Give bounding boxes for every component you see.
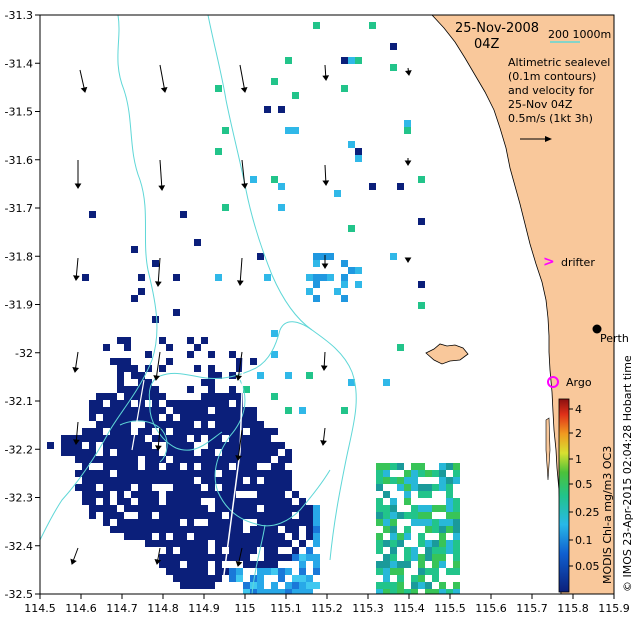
legend-arrow [520, 136, 552, 142]
satellite-track [221, 329, 245, 591]
x-tick-label: 115.7 [516, 602, 548, 615]
x-tick-label: 114.6 [65, 602, 97, 615]
velocity-arrowhead [322, 75, 330, 81]
velocity-arrowhead [404, 160, 412, 166]
y-tick-label: -32.3 [5, 492, 33, 505]
y-tick-label: -31.4 [5, 57, 33, 70]
velocity-arrows [70, 64, 412, 567]
velocity-arrow [237, 429, 243, 461]
x-axis: 114.5 114.6 114.7 114.8 114.9 115 115.1 115.2 11… [24, 594, 630, 615]
colorbar-tick-label: 0.05 [575, 560, 600, 573]
svg-text:Altimetric sealevel: Altimetric sealevel [508, 56, 610, 69]
colorbar-tick-label: 1 [575, 453, 582, 466]
velocity-arrowhead [70, 558, 77, 565]
colorbar-tick-label: 0.25 [575, 506, 600, 519]
velocity-arrowhead [235, 375, 243, 381]
velocity-arrowhead [236, 280, 244, 286]
x-tick-label: 114.8 [147, 602, 179, 615]
x-tick-label: 115.1 [270, 602, 302, 615]
x-tick-label: 115.5 [434, 602, 466, 615]
velocity-arrowhead [241, 183, 248, 189]
rottnest-island [425, 343, 469, 365]
x-tick-label: 115 [235, 602, 256, 615]
velocity-arrowhead [158, 185, 166, 191]
x-tick-label: 115.9 [598, 602, 630, 615]
velocity-arrowhead [73, 275, 80, 281]
velocity-arrow [239, 64, 246, 93]
y-tick-label: -31.9 [5, 299, 33, 312]
velocity-arrowhead [320, 365, 328, 371]
velocity-arrowhead [240, 86, 248, 93]
drifter-marker: > [543, 254, 555, 270]
x-tick-label: 115.4 [393, 602, 425, 615]
velocity-arrowhead [322, 180, 330, 186]
velocity-arrow [241, 159, 246, 189]
title-time: 04Z [474, 37, 500, 52]
drifter-label: drifter [561, 256, 595, 269]
colorbar-label: MODIS Chl-a mg/m3 OC3 [601, 446, 614, 584]
velocity-arrowhead [74, 183, 82, 189]
velocity-arrowhead [235, 455, 242, 461]
y-tick-label: -32 [15, 347, 33, 360]
chlorophyll-field [47, 22, 460, 594]
y-tick-label: -32.2 [5, 443, 33, 456]
argo-marker [547, 376, 559, 388]
svg-text:0.5m/s (1kt 3h): 0.5m/s (1kt 3h) [508, 112, 593, 125]
title-date: 25-Nov-2008 [455, 21, 539, 36]
x-tick-label: 115.2 [311, 602, 343, 615]
y-tick-label: -32.1 [5, 395, 33, 408]
velocity-arrow [155, 351, 161, 381]
velocity-arrowhead [155, 445, 162, 451]
velocity-arrowhead [72, 367, 80, 373]
x-tick-label: 115.6 [475, 602, 507, 615]
x-tick-label: 115.3 [352, 602, 384, 615]
velocity-arrowhead [404, 70, 412, 76]
perth-marker [592, 324, 602, 334]
y-tick-label: -31.5 [5, 106, 33, 119]
velocity-arrow [159, 159, 163, 191]
legend-text: Altimetric sealevel (0.1m contours) and … [508, 56, 610, 125]
satellite-track-2 [131, 379, 145, 451]
velocity-arrowhead [235, 560, 243, 567]
y-axis: -31.3 -31.4 -31.5 -31.6 -31.7 -31.8 -31.9 -32 -3… [5, 9, 40, 601]
colorbar-tick-label: 2 [575, 427, 582, 440]
colorbar-tick-label: 0.1 [575, 534, 593, 547]
argo-label: Argo [566, 376, 592, 389]
velocity-arrowhead [154, 558, 162, 565]
perth-label: Perth [600, 332, 629, 345]
y-tick-label: -31.7 [5, 202, 33, 215]
velocity-arrowhead [160, 86, 168, 93]
colorbar [558, 398, 570, 593]
svg-text:and velocity for: and velocity for [508, 84, 594, 97]
velocity-arrow [239, 257, 243, 286]
garden-island [545, 417, 551, 481]
svg-text:25-Nov 04Z: 25-Nov 04Z [508, 98, 573, 111]
velocity-arrowhead [321, 263, 329, 269]
x-tick-label: 114.5 [24, 602, 56, 615]
velocity-arrow [157, 257, 161, 287]
y-tick-label: -32.4 [5, 540, 33, 553]
colorbar-ticks: 4 2 1 0.5 0.25 0.1 0.05 [569, 403, 600, 573]
velocity-arrowhead [153, 375, 161, 381]
y-tick-label: -31.6 [5, 154, 33, 167]
velocity-arrow [237, 351, 243, 381]
velocity-arrowhead [80, 86, 88, 93]
x-tick-label: 115.8 [557, 602, 589, 615]
y-tick-label: -32.5 [5, 588, 33, 601]
svg-text:(0.1m contours): (0.1m contours) [508, 70, 596, 83]
colorbar-tick-label: 0.5 [575, 478, 593, 491]
colorbar-tick-label: 4 [575, 403, 582, 416]
x-tick-label: 114.7 [106, 602, 138, 615]
velocity-arrowhead [320, 440, 327, 446]
y-tick-label: -31.8 [5, 250, 33, 263]
velocity-arrowhead [404, 257, 412, 263]
velocity-arrow [159, 64, 166, 93]
velocity-arrowhead [73, 439, 80, 445]
velocity-arrowhead [154, 281, 162, 287]
credit-text: © IMOS 23-Apr-2015 02:04:28 Hobart time [621, 355, 634, 592]
x-tick-label: 114.9 [188, 602, 220, 615]
scale-label: 200 1000m [548, 28, 611, 41]
y-tick-label: -31.3 [5, 9, 33, 22]
